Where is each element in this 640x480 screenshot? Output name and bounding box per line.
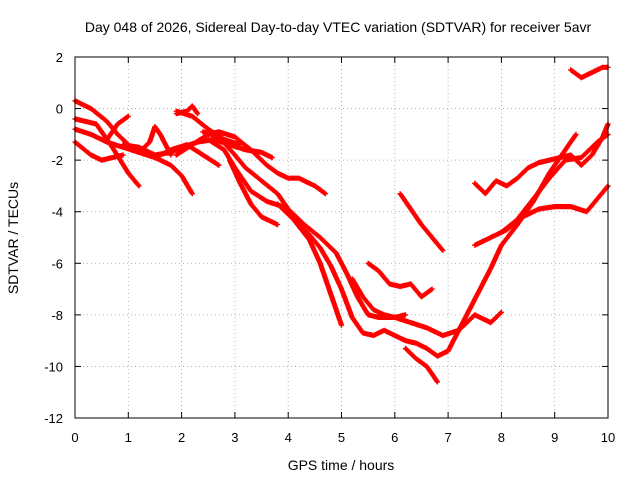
series-markers	[397, 191, 446, 253]
x-tick-label: 2	[178, 430, 185, 445]
y-tick-label: -4	[51, 205, 63, 220]
y-tick-label: -12	[44, 411, 63, 426]
x-tick-label: 1	[125, 430, 132, 445]
series-track-18	[397, 191, 446, 253]
x-tick-label: 7	[444, 430, 451, 445]
series-track-19	[402, 345, 440, 385]
y-tick-label: -10	[44, 359, 63, 374]
x-tick-label: 3	[231, 430, 238, 445]
series-markers	[152, 142, 222, 168]
series-markers	[173, 103, 201, 117]
y-tick-label: -2	[51, 153, 63, 168]
x-tick-label: 8	[498, 430, 505, 445]
series-markers	[72, 126, 195, 197]
series-track-16	[349, 276, 409, 320]
x-tick-label: 9	[551, 430, 558, 445]
grid	[75, 57, 608, 418]
plot-frame	[74, 56, 609, 419]
series-markers	[227, 157, 281, 228]
x-tick-label: 0	[71, 430, 78, 445]
series-markers	[173, 129, 329, 197]
series-track-21	[472, 183, 611, 248]
series-track-13	[205, 131, 579, 359]
series-markers	[205, 131, 579, 359]
series-track-4	[72, 126, 195, 197]
series-track-15	[274, 201, 345, 328]
x-tick-labels: 0 1 2 3 4 5 6 7 8 9 10	[71, 430, 615, 445]
series-markers	[104, 113, 131, 143]
x-tick-label: 10	[601, 430, 615, 445]
series-track-10	[173, 103, 201, 117]
x-axis-label: GPS time / hours	[288, 457, 395, 473]
y-tick-label: 0	[56, 102, 63, 117]
x-tick-label: 4	[285, 430, 292, 445]
y-tick-label: -8	[51, 308, 63, 323]
x-tick-label: 6	[391, 430, 398, 445]
series-track-23	[568, 64, 611, 81]
series-markers	[365, 260, 435, 300]
series-markers	[402, 345, 440, 385]
y-axis-label: SDTVAR / TECUs	[5, 182, 21, 294]
series-track-22	[498, 131, 611, 235]
series-markers	[498, 131, 611, 235]
y-tick-label: -6	[51, 256, 63, 271]
y-tick-label: 2	[56, 50, 63, 65]
series-track-17	[365, 260, 435, 300]
plot-area	[72, 64, 611, 385]
series-track-12	[200, 129, 504, 339]
chart-title: Day 048 of 2026, Sidereal Day-to-day VTE…	[85, 19, 592, 35]
series-track-8	[152, 142, 222, 168]
series-markers	[472, 183, 611, 248]
series-markers	[274, 201, 345, 328]
series-markers	[200, 129, 504, 339]
series-track-5	[104, 113, 131, 143]
x-tick-label: 5	[338, 430, 345, 445]
y-tick-labels: -12 -10 -8 -6 -4 -2 0 2	[44, 50, 63, 426]
series-track-14	[227, 157, 281, 228]
series-markers	[568, 64, 611, 81]
series-markers	[349, 276, 409, 320]
series-track-11	[173, 129, 329, 197]
